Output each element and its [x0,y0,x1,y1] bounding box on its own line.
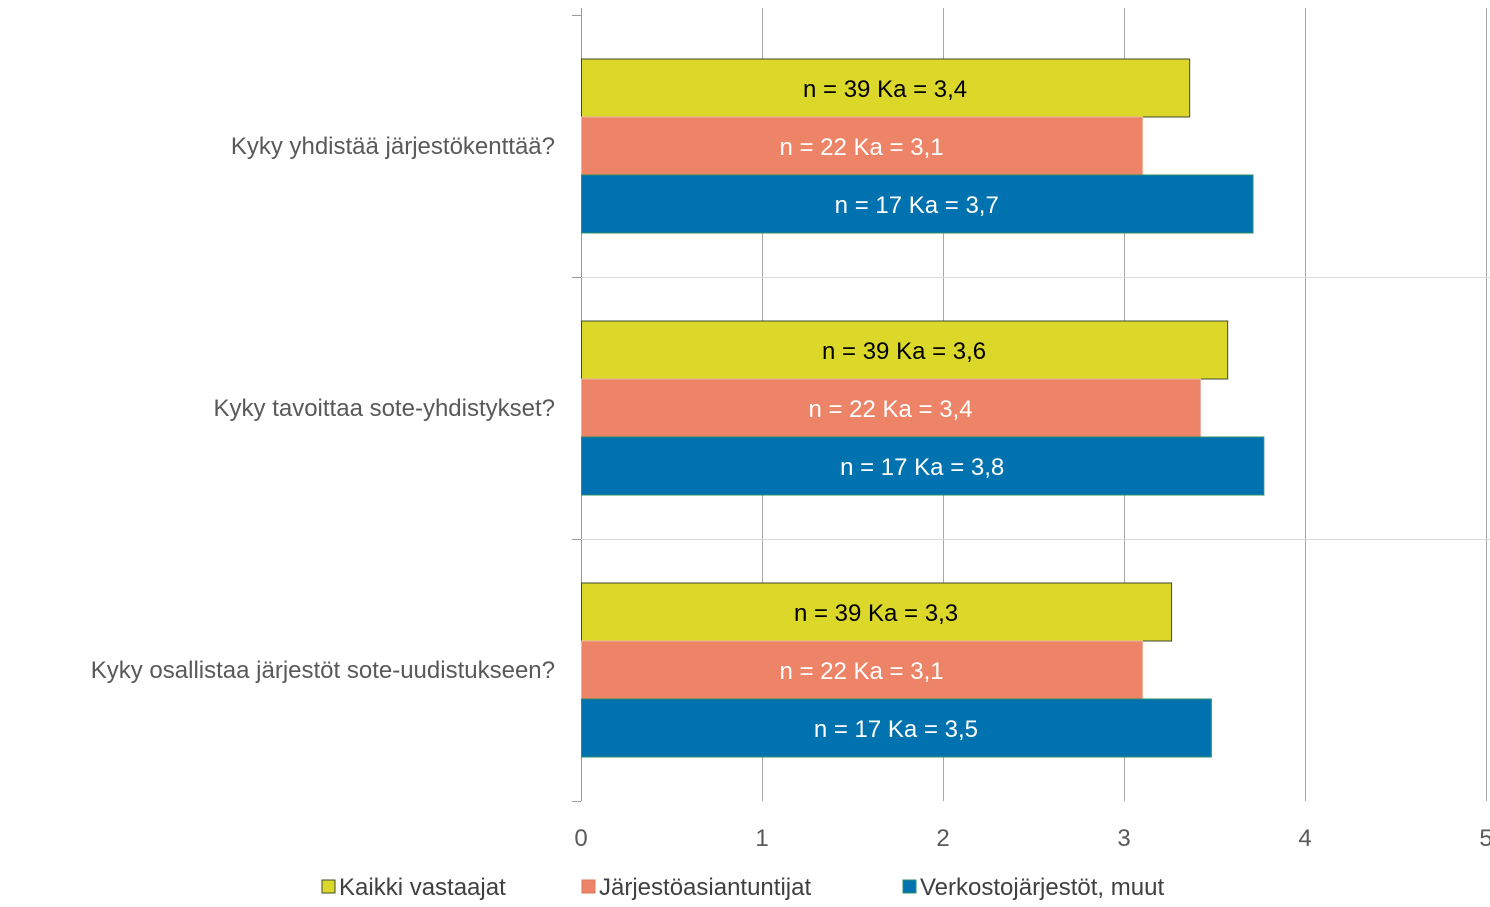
bar-data-label: n = 22 Ka = 3,4 [808,396,972,423]
legend-label: Kaikki vastaajat [339,874,506,901]
bar [581,640,1144,700]
bar-data-label: n = 39 Ka = 3,6 [822,338,986,365]
bar [581,320,1229,380]
x-tick-label: 4 [1298,825,1311,852]
bar-data-label: n = 22 Ka = 3,1 [779,658,943,685]
bar-data-label: n = 39 Ka = 3,4 [803,76,967,103]
bar [581,174,1254,234]
bar [581,436,1265,496]
bar [581,58,1191,118]
x-tick-label: 0 [574,825,587,852]
legend-swatch [581,879,596,894]
bar-data-label: n = 17 Ka = 3,7 [835,192,999,219]
bar [581,378,1202,438]
x-tick-label: 2 [936,825,949,852]
bar-data-label: n = 39 Ka = 3,3 [794,600,958,627]
legend-swatch [902,879,917,894]
x-tick-label: 1 [755,825,768,852]
legend-label: Verkostojärjestöt, muut [920,874,1164,901]
bar-data-label: n = 17 Ka = 3,5 [814,716,978,743]
bar [581,582,1173,642]
legend-label: Järjestöasiantuntijat [599,874,811,901]
x-tick-label: 3 [1117,825,1130,852]
legend-swatch [321,879,336,894]
category-label: Kyky tavoittaa sote-yhdistykset? [214,395,555,422]
bar [581,698,1212,758]
bar-data-label: n = 22 Ka = 3,1 [779,134,943,161]
category-label: Kyky yhdistää järjestökenttää? [231,133,555,160]
category-label: Kyky osallistaa järjestöt sote-uudistuks… [91,657,555,684]
bar-data-label: n = 17 Ka = 3,8 [840,454,1004,481]
x-tick-label: 5 [1479,825,1490,852]
bar [581,116,1144,176]
